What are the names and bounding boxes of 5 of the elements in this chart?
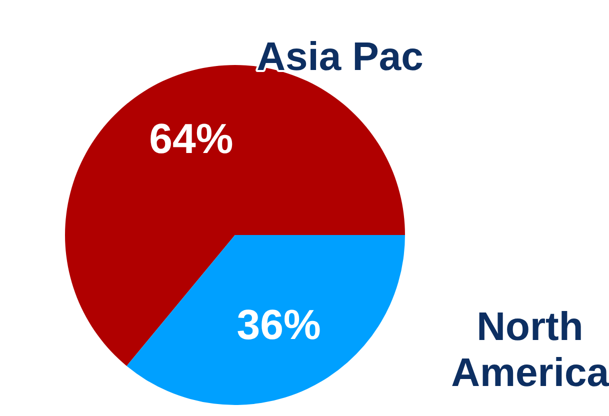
slice-label: Asia Pac [256, 35, 424, 79]
data-label: 36% [236, 301, 321, 348]
slice-label: North America [451, 305, 609, 395]
pie-slice [126, 235, 405, 405]
data-label: 64% [149, 115, 234, 162]
